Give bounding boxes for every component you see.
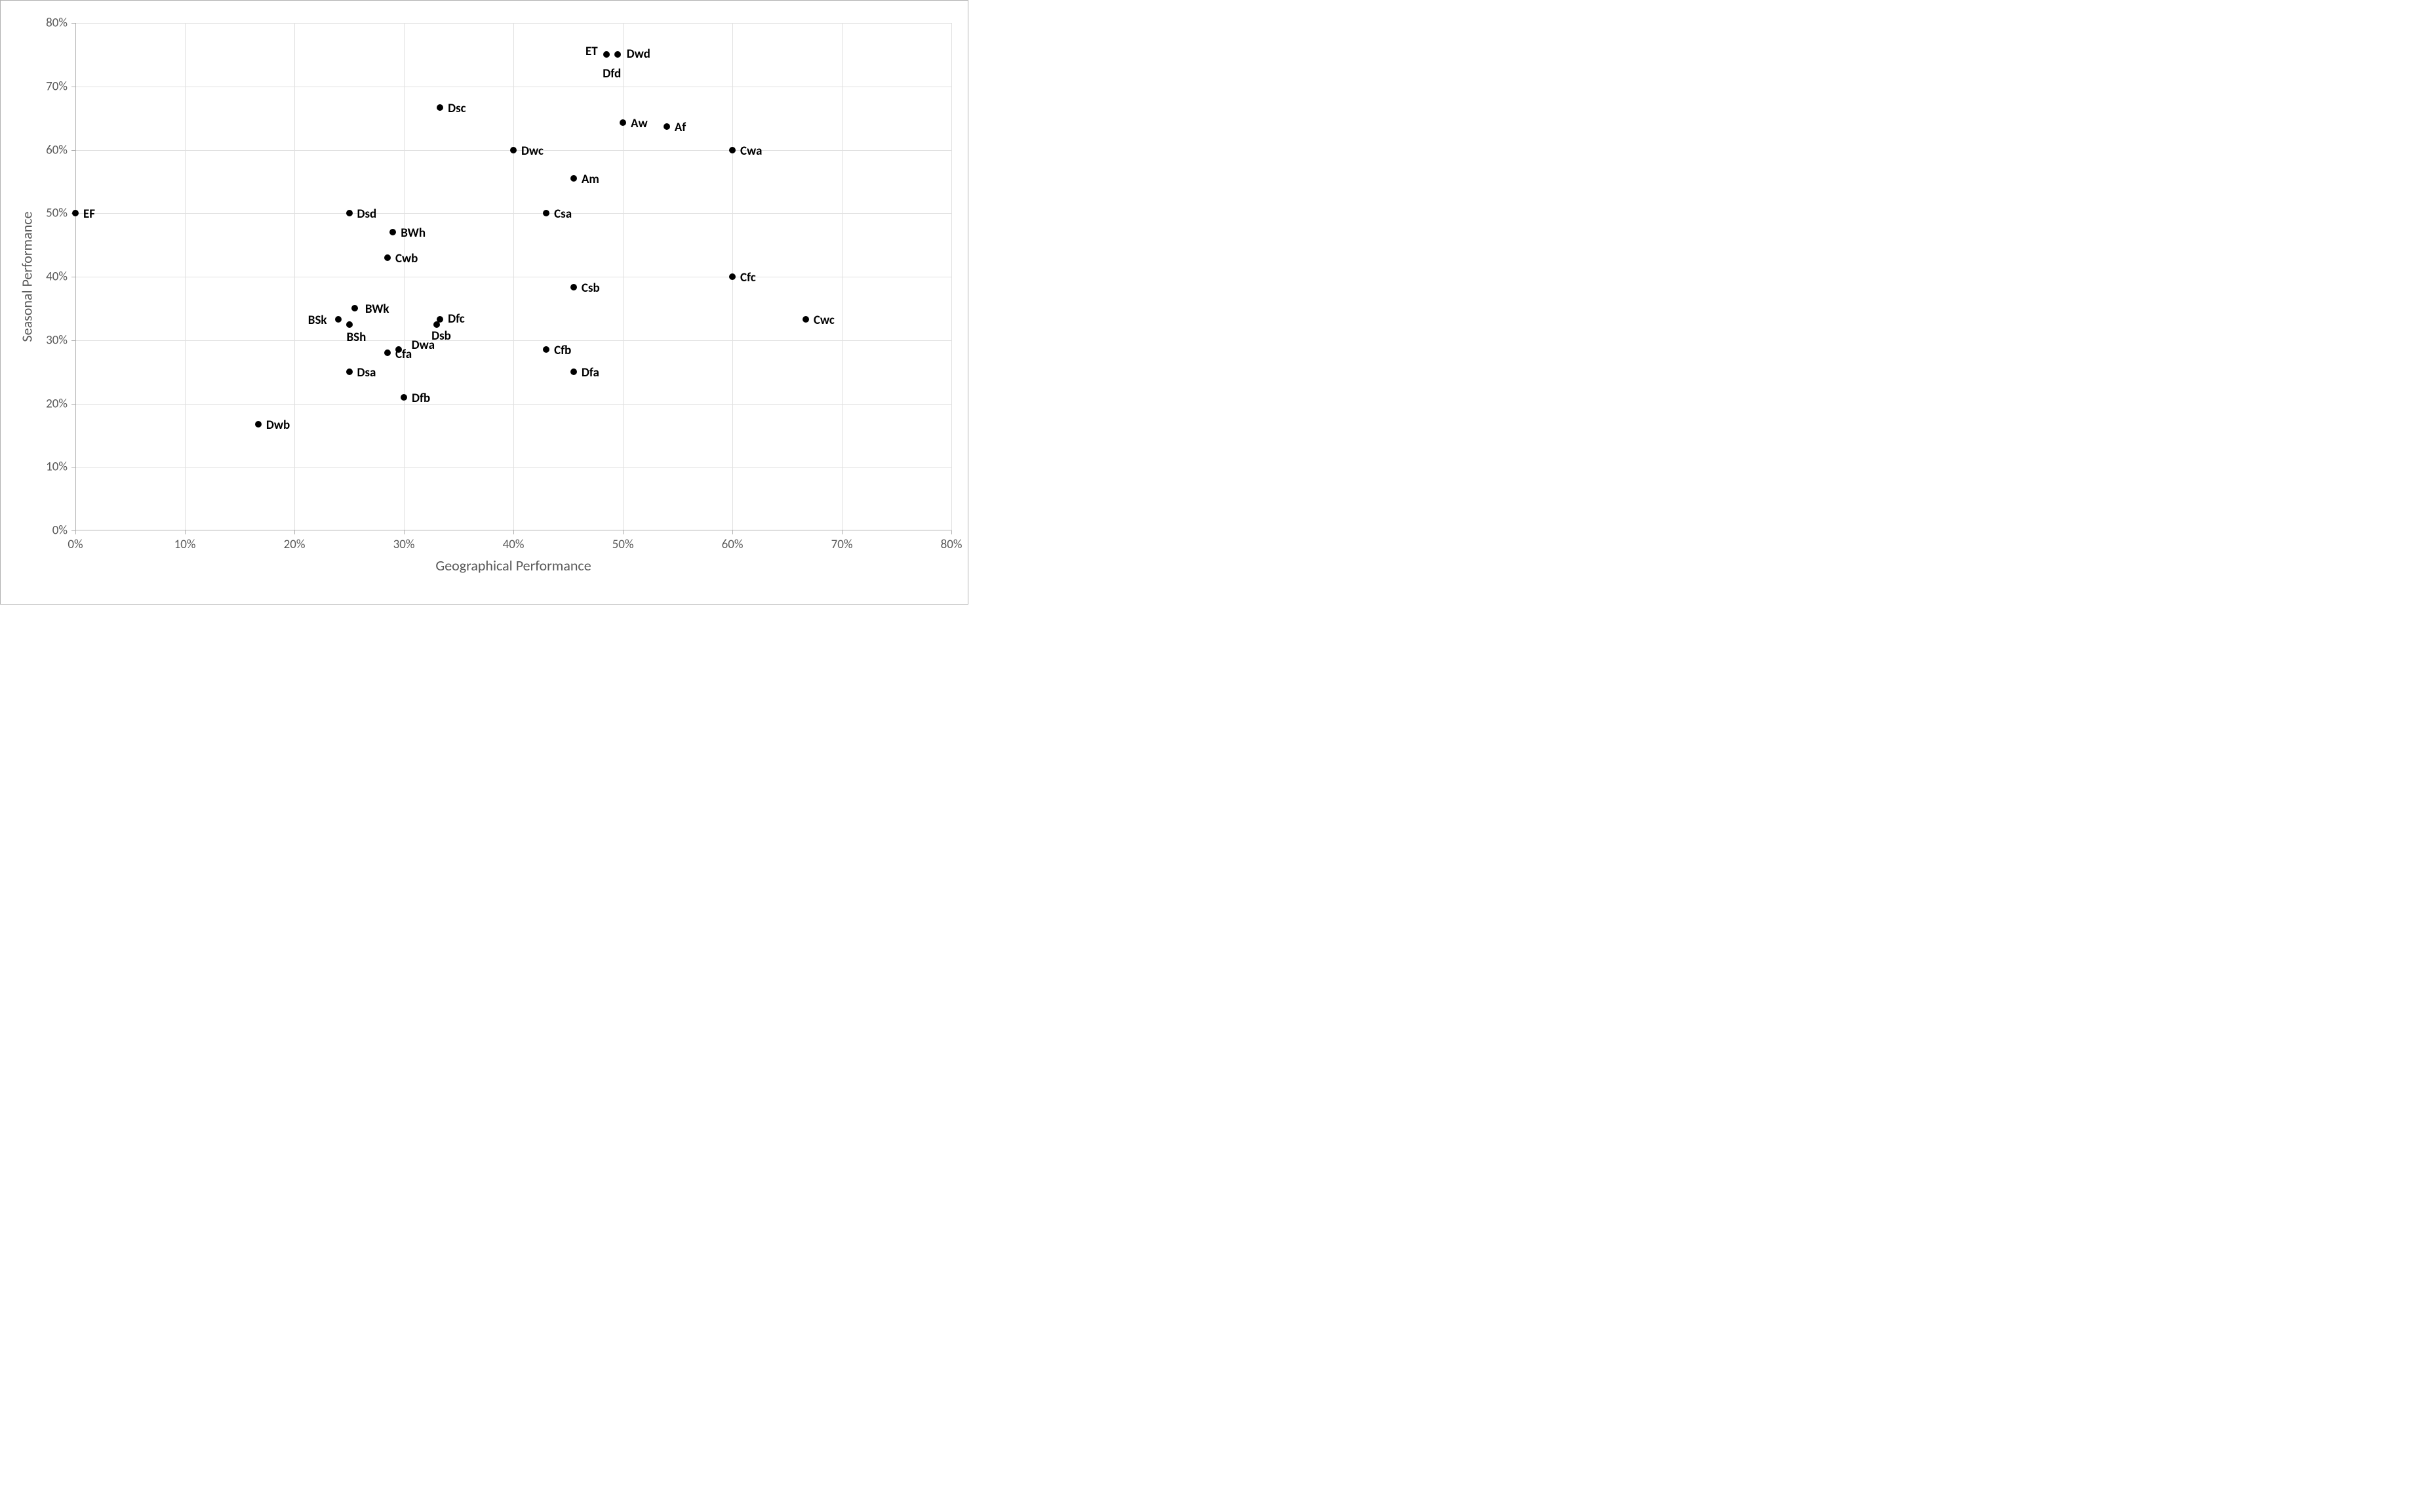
xtick — [623, 530, 624, 534]
data-point-label: Dfb — [412, 391, 430, 406]
data-point — [620, 119, 626, 126]
data-point — [346, 210, 353, 216]
data-point — [384, 349, 391, 356]
xtick-label: 20% — [284, 537, 306, 552]
data-point-label: Cfc — [740, 270, 756, 285]
data-point — [543, 210, 549, 216]
gridline-h — [75, 213, 951, 214]
xtick — [513, 530, 514, 534]
data-point-label: BWh — [401, 226, 426, 241]
gridline-h — [75, 23, 951, 24]
ytick-label: 40% — [46, 269, 68, 285]
data-point — [351, 305, 358, 311]
data-point-label: Dfa — [582, 365, 599, 380]
data-point — [543, 346, 549, 353]
ytick-label: 60% — [46, 142, 68, 157]
data-point — [803, 316, 809, 323]
data-point-label: BWk — [365, 302, 389, 317]
data-point-label: Dwb — [266, 418, 290, 433]
data-point — [72, 210, 79, 216]
data-point-label: Dsa — [357, 365, 376, 380]
data-point-label: Dwc — [521, 144, 544, 159]
data-point-label: Dsb — [431, 328, 451, 344]
xtick-label: 0% — [68, 537, 83, 552]
data-point — [729, 273, 736, 280]
data-point — [570, 175, 577, 182]
ytick-label: 50% — [46, 206, 68, 221]
data-point — [346, 321, 353, 328]
xtick — [294, 530, 295, 534]
gridline-h — [75, 467, 951, 468]
gridline-h — [75, 404, 951, 405]
data-point-label: Am — [582, 172, 599, 187]
y-axis-title: Seasonal Performance — [18, 212, 36, 342]
data-point-label: Af — [675, 120, 686, 135]
data-point-label: Dfc — [448, 311, 465, 327]
xtick — [75, 530, 76, 534]
data-point — [614, 51, 621, 58]
xtick — [732, 530, 733, 534]
xtick — [951, 530, 952, 534]
xtick-label: 30% — [393, 537, 415, 552]
data-point — [437, 104, 443, 111]
xtick-label: 70% — [831, 537, 853, 552]
xtick-label: 80% — [941, 537, 963, 552]
data-point-label: Cfb — [554, 343, 571, 358]
xtick-label: 60% — [722, 537, 744, 552]
xtick-label: 10% — [174, 537, 196, 552]
ytick-label: 20% — [46, 396, 68, 411]
data-point-label: Aw — [631, 116, 648, 131]
data-point — [389, 229, 396, 235]
data-point — [570, 368, 577, 375]
xtick-label: 50% — [612, 537, 634, 552]
chart-frame: EFDwbBSkDsdBWkBShDsaCwbBWhCfaDwaDfbDscDf… — [0, 0, 968, 605]
xtick — [404, 530, 405, 534]
ytick-label: 70% — [46, 79, 68, 94]
data-point — [664, 123, 670, 130]
data-point — [603, 51, 610, 58]
ytick-label: 10% — [46, 460, 68, 475]
data-point-label: Cwb — [395, 251, 418, 266]
data-point-label: Cwa — [740, 144, 762, 159]
data-point — [433, 321, 440, 328]
data-point-label: Dfd — [603, 66, 621, 81]
ytick-label: 30% — [46, 332, 68, 348]
y-axis-line — [75, 23, 76, 530]
ytick — [71, 530, 75, 531]
ytick-label: 80% — [46, 16, 68, 31]
data-point — [729, 147, 736, 153]
data-point — [335, 316, 342, 323]
data-point — [510, 147, 517, 153]
ytick-label: 0% — [52, 523, 68, 538]
data-point-label: ET — [586, 44, 598, 59]
data-point-label: EF — [83, 207, 95, 222]
data-point-label: Dsc — [448, 101, 466, 116]
gridline-v — [951, 23, 952, 530]
xtick — [842, 530, 843, 534]
data-point — [384, 254, 391, 261]
x-axis-title: Geographical Performance — [435, 557, 591, 574]
data-point-label: BSk — [308, 313, 327, 328]
data-point — [395, 346, 402, 353]
data-point — [570, 284, 577, 290]
data-point-label: Dsd — [357, 207, 377, 222]
data-point-label: BSh — [347, 330, 367, 345]
data-point-label: Csa — [554, 207, 572, 222]
data-point — [346, 368, 353, 375]
data-point-label: Dwd — [627, 47, 650, 62]
xtick-label: 40% — [503, 537, 525, 552]
data-point-label: Csb — [582, 281, 600, 296]
xtick — [185, 530, 186, 534]
data-point-label: Cwc — [814, 313, 835, 328]
data-point — [401, 394, 407, 401]
gridline-h — [75, 340, 951, 341]
data-point — [255, 421, 262, 428]
plot-area: EFDwbBSkDsdBWkBShDsaCwbBWhCfaDwaDfbDscDf… — [75, 23, 951, 530]
